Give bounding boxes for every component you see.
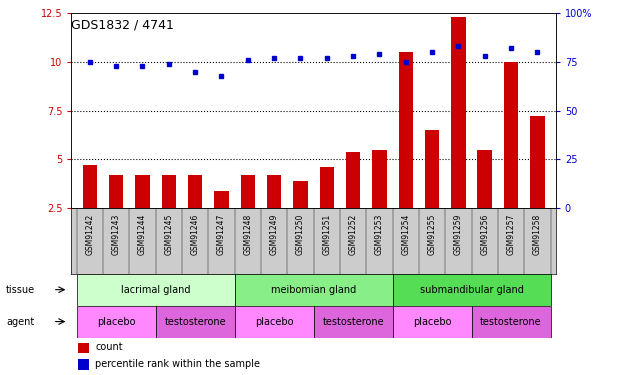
Bar: [78, 343, 89, 352]
Text: GSM91259: GSM91259: [454, 213, 463, 255]
Bar: [76, 274, 235, 306]
Text: GSM91257: GSM91257: [507, 213, 515, 255]
Text: GSM91254: GSM91254: [401, 213, 410, 255]
Text: GSM91245: GSM91245: [165, 213, 173, 255]
Bar: [214, 190, 229, 208]
Text: agent: agent: [6, 316, 34, 327]
Text: meibomian gland: meibomian gland: [271, 285, 356, 295]
Text: tissue: tissue: [6, 285, 35, 295]
Bar: [314, 306, 392, 338]
Bar: [320, 167, 334, 208]
Text: testosterone: testosterone: [480, 316, 542, 327]
Bar: [346, 152, 360, 208]
Text: GSM91258: GSM91258: [533, 213, 542, 255]
Text: GSM91246: GSM91246: [191, 213, 199, 255]
Bar: [530, 117, 545, 208]
Text: GSM91244: GSM91244: [138, 213, 147, 255]
Bar: [161, 175, 176, 208]
Text: GSM91247: GSM91247: [217, 213, 226, 255]
Bar: [109, 175, 124, 208]
Text: placebo: placebo: [255, 316, 293, 327]
Text: GSM91256: GSM91256: [480, 213, 489, 255]
Bar: [135, 175, 150, 208]
Text: lacrimal gland: lacrimal gland: [121, 285, 191, 295]
Text: testosterone: testosterone: [165, 316, 226, 327]
Bar: [240, 175, 255, 208]
Text: GSM91255: GSM91255: [428, 213, 437, 255]
Bar: [451, 17, 466, 208]
Bar: [156, 306, 235, 338]
Text: count: count: [95, 342, 122, 352]
Bar: [478, 150, 492, 208]
Text: GSM91249: GSM91249: [270, 213, 279, 255]
Bar: [392, 274, 551, 306]
Text: testosterone: testosterone: [322, 316, 384, 327]
Bar: [471, 306, 551, 338]
Text: submandibular gland: submandibular gland: [420, 285, 524, 295]
Text: GSM91250: GSM91250: [296, 213, 305, 255]
Bar: [425, 130, 439, 208]
Bar: [188, 175, 202, 208]
Text: placebo: placebo: [413, 316, 451, 327]
Bar: [235, 306, 314, 338]
Text: GSM91252: GSM91252: [348, 213, 358, 255]
Text: GSM91253: GSM91253: [375, 213, 384, 255]
Bar: [267, 175, 281, 208]
Bar: [392, 306, 471, 338]
Text: placebo: placebo: [97, 316, 135, 327]
Bar: [83, 165, 97, 208]
Text: GDS1832 / 4741: GDS1832 / 4741: [71, 19, 175, 32]
Text: GSM91243: GSM91243: [112, 213, 120, 255]
Bar: [293, 181, 307, 208]
Bar: [76, 306, 156, 338]
Text: GSM91251: GSM91251: [322, 213, 331, 255]
Bar: [372, 150, 387, 208]
Text: percentile rank within the sample: percentile rank within the sample: [95, 359, 260, 369]
Text: GSM91242: GSM91242: [85, 213, 94, 255]
Bar: [504, 62, 519, 208]
Bar: [399, 52, 413, 208]
Bar: [78, 359, 89, 370]
Text: GSM91248: GSM91248: [243, 213, 252, 255]
Bar: [235, 274, 392, 306]
